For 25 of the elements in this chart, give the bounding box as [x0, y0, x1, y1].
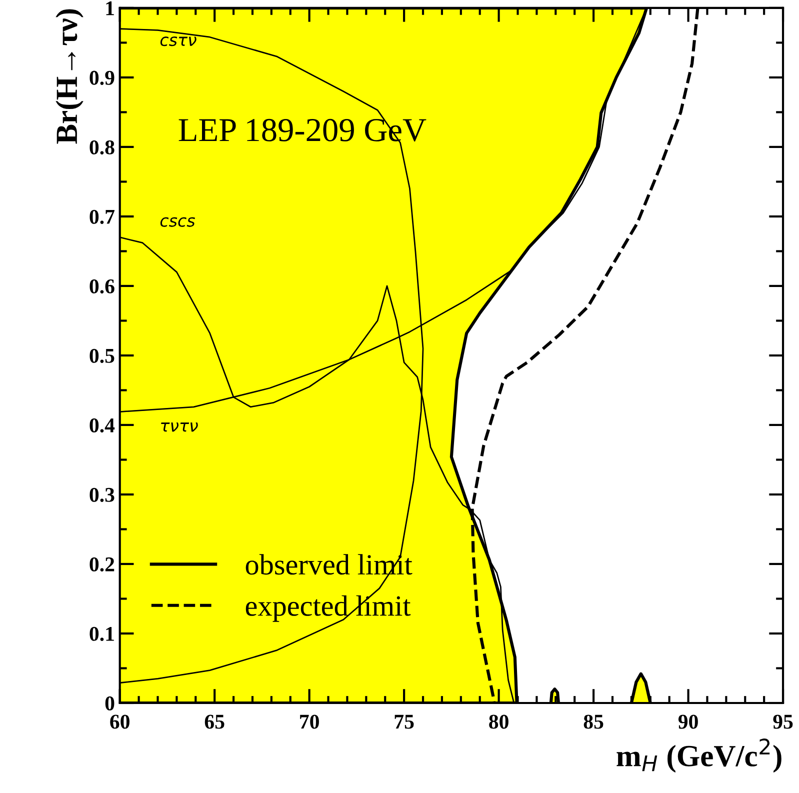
y-tick-label: 0.7	[90, 210, 114, 224]
y-tick-label: 0	[105, 696, 114, 710]
y-tick-label: 0.1	[90, 626, 114, 642]
x-tick-label: 80	[489, 714, 508, 729]
annotation: csτν	[160, 36, 196, 46]
y-tick-label: 1	[106, 1, 114, 16]
annotation: τντν	[161, 422, 198, 432]
x-tick-label: 90	[678, 714, 698, 729]
x-tick-label: 70	[300, 714, 319, 729]
y-tick-label: 0.4	[90, 418, 115, 432]
x-tick-label: 85	[584, 714, 604, 729]
y-tick-label: 0.5	[90, 348, 114, 363]
x-tick-label: 95	[773, 714, 793, 729]
x-tick-label: 60	[110, 714, 130, 729]
annotation: cscs	[160, 217, 195, 227]
x-tick-label: 65	[204, 714, 224, 729]
y-tick-label: 0.6	[90, 279, 114, 294]
x-tick-label: 75	[394, 714, 414, 729]
x-axis-title: m$_{H}$ (GeV/c$^{2}$)	[616, 738, 782, 773]
legend-label: expected limit	[246, 595, 411, 622]
y-tick-label: 0.2	[90, 557, 114, 572]
y-axis-title: Br(H→τν)	[56, 9, 84, 144]
y-tick-label: 0.8	[90, 140, 114, 154]
y-tick-label: 0.9	[90, 70, 114, 85]
y-tick-label: 0.3	[90, 488, 114, 502]
